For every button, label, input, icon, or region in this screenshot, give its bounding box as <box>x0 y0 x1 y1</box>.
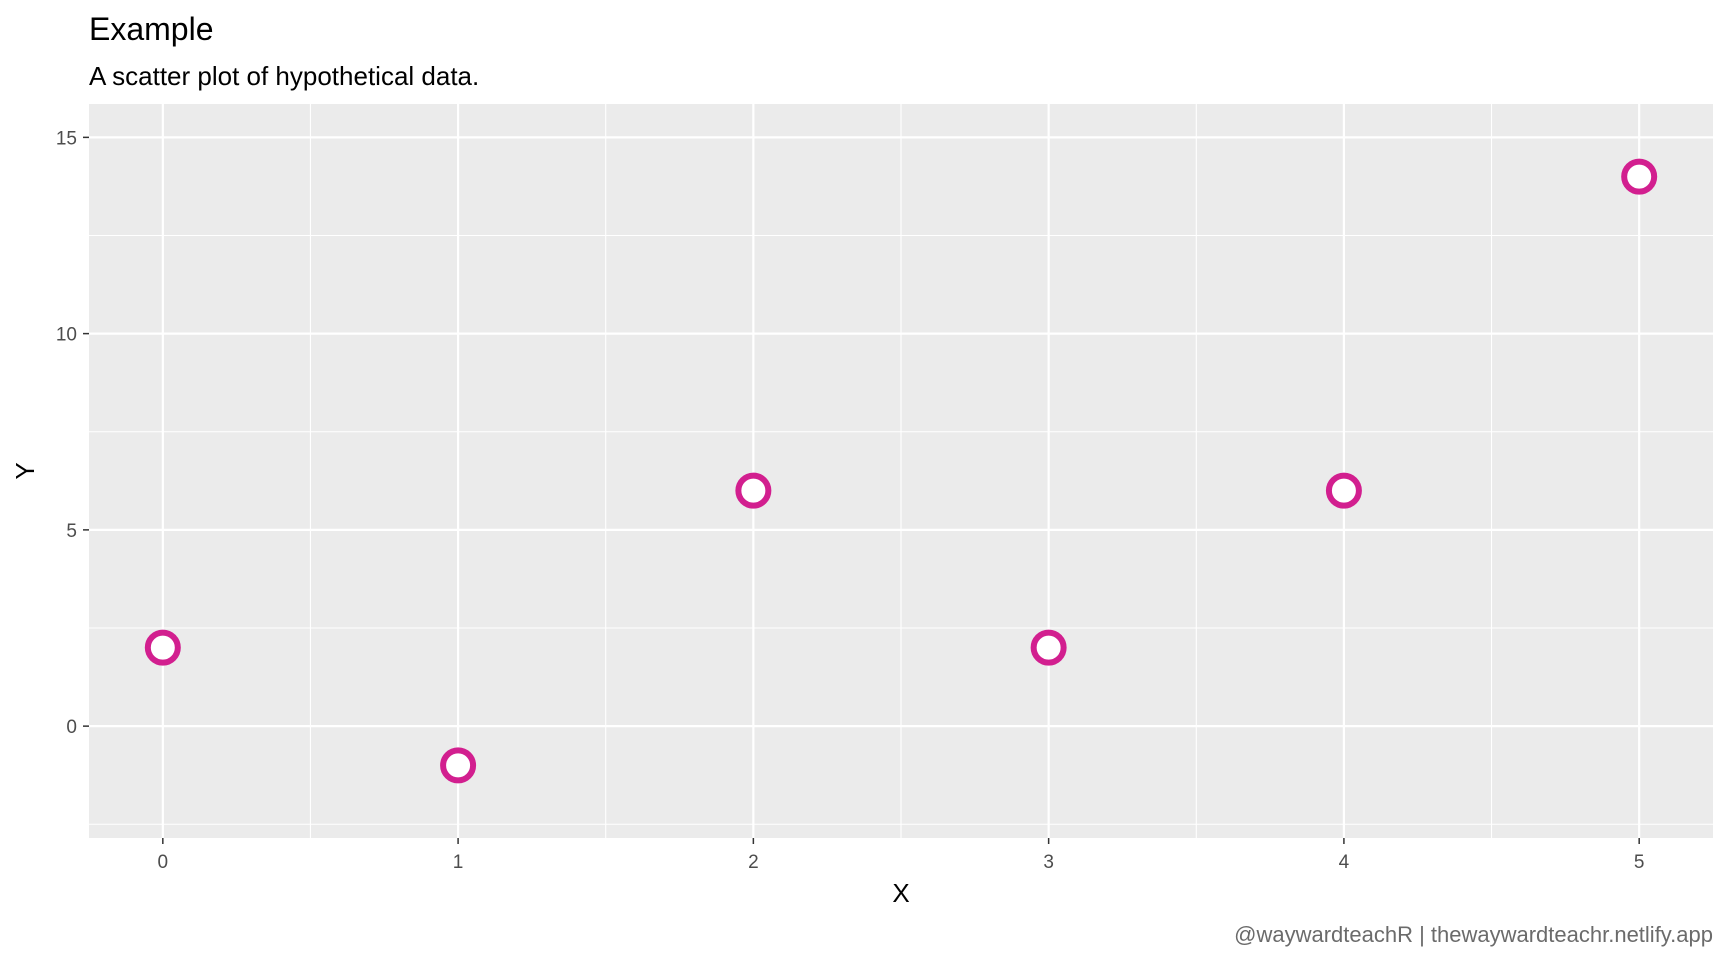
y-axis-title: Y <box>10 462 40 479</box>
chart-title: Example <box>89 11 214 47</box>
data-points <box>144 158 1658 784</box>
chart-subtitle: A scatter plot of hypothetical data. <box>89 61 479 91</box>
data-point <box>440 747 477 784</box>
x-tick-label: 1 <box>453 852 464 873</box>
x-tick-label: 2 <box>748 852 759 873</box>
grid-lines <box>89 104 1713 838</box>
y-tick-label: 0 <box>66 717 77 738</box>
data-point <box>1030 629 1067 666</box>
axis-ticks: 0 1 2 3 4 5 0 5 10 15 <box>56 128 1645 873</box>
x-tick-label: 4 <box>1339 852 1350 873</box>
y-tick-label: 10 <box>56 325 77 346</box>
x-axis-title: X <box>892 878 909 908</box>
x-tick-label: 5 <box>1634 852 1645 873</box>
data-point <box>1325 472 1362 509</box>
y-tick-label: 15 <box>56 128 77 149</box>
data-point <box>144 629 181 666</box>
y-tick-label: 5 <box>66 521 77 542</box>
data-point <box>735 472 772 509</box>
x-tick-label: 3 <box>1043 852 1054 873</box>
data-point <box>1621 158 1658 195</box>
x-tick-label: 0 <box>158 852 169 873</box>
chart-caption: @waywardteachR | thewaywardteachr.netlif… <box>1234 922 1713 947</box>
